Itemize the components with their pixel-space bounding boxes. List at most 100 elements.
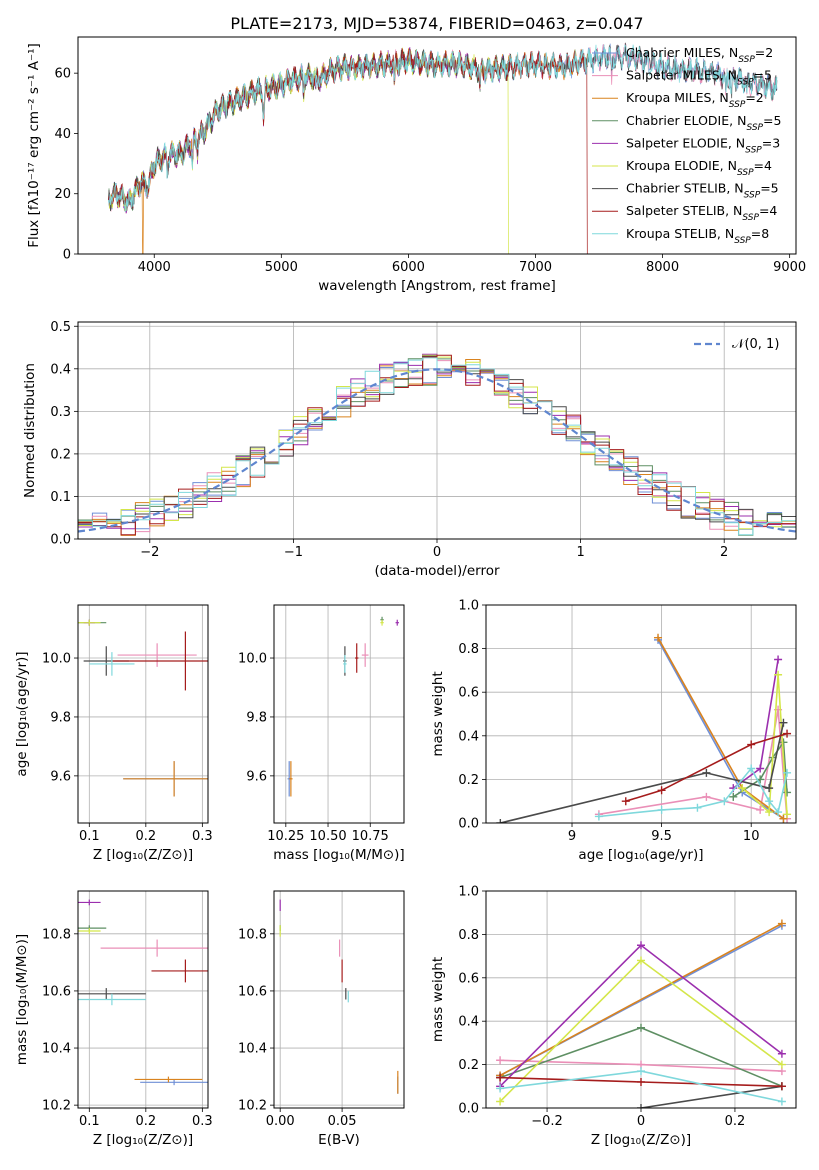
weight-marker [637, 1077, 645, 1086]
legend-entry: Salpeter ELODIE, NSSP=3 [626, 135, 780, 155]
errorbar-salpeter-stelib [151, 959, 208, 983]
weight-marker [777, 1060, 786, 1069]
x-tick-label: 9 [568, 829, 576, 844]
x-tick-label: 10.75 [352, 829, 389, 844]
y-axis-label: mass weight [430, 957, 446, 1042]
y-tick-label: 1.0 [458, 885, 479, 900]
weight-marker [729, 792, 738, 801]
weight-marker [693, 803, 702, 812]
x-tick-label: 0 [637, 1114, 645, 1129]
errorbar-kroupa-miles [123, 761, 208, 797]
panel-mass-vs-Z: 0.1 0.2 0.3 10.2 10.4 10.6 10.8 Z [log₁₀(Z/Z⊙)]… [14, 890, 213, 1148]
y-tick-label: 0.6 [458, 971, 479, 986]
weight-marker [621, 797, 630, 806]
y-tick-label: 0.4 [458, 729, 479, 744]
weight-marker [774, 655, 783, 664]
x-tick-label: 0.2 [135, 1114, 156, 1129]
y-tick-label: 0.2 [458, 1058, 479, 1073]
plot-area-age-vs-mass [287, 616, 399, 797]
axes-frame [77, 604, 209, 824]
weight-marker [637, 1104, 645, 1108]
y-axis-label: mass [log₁₀(M/M⊙)] [14, 934, 30, 1065]
x-axis-label: (data-model)/error [374, 563, 500, 579]
errorbar-salpeter-miles [100, 939, 208, 957]
y-tick-label: 10.8 [42, 927, 71, 942]
y-tick-label: 1.0 [458, 599, 479, 614]
y-tick-label: 9.8 [50, 710, 71, 725]
panel-weight-vs-age: 9 9.5 10 0.0 0.2 0.4 0.6 0.8 1.0 age [log₁₀(age/y… [430, 599, 797, 863]
histogram-step-salpeter-stelib [78, 354, 796, 536]
legend-entry: Kroupa ELODIE, NSSP=4 [626, 158, 772, 178]
weight-marker [496, 1084, 505, 1093]
x-tick-label: 0.2 [725, 1114, 746, 1129]
weight-marker [637, 1023, 645, 1032]
x-tick-label: 0.3 [192, 1114, 213, 1129]
errorbar-salpeter-elodie [78, 899, 101, 906]
weight-line-chabrier-stelib [640, 1085, 783, 1108]
y-tick-label: 60 [54, 67, 71, 82]
y-tick-label: 0.0 [50, 533, 71, 548]
errorbar-kroupa-stelib [89, 652, 135, 676]
weight-marker [765, 797, 774, 806]
y-tick-label: 9.6 [246, 769, 267, 784]
panel-age-vs-Z: 0.1 0.2 0.3 9.6 9.8 10.0 Z [log₁₀(Z/Z⊙)] age [l… [14, 604, 213, 863]
panel-age-vs-mass: 10.25 10.50 10.75 9.6 9.8 10.0 mass [log₁₀(M/M… [238, 604, 405, 863]
weight-line-salpeter-stelib [625, 732, 788, 802]
weight-marker [777, 1049, 786, 1058]
legend-entry: 𝒩(0, 1) [732, 337, 779, 352]
y-tick-label: 0.6 [458, 686, 479, 701]
weight-marker [747, 764, 756, 773]
errorbar-kroupa-elodie [78, 619, 101, 626]
weight-marker [783, 810, 792, 819]
weight-marker [654, 633, 663, 642]
x-tick-label: 10 [743, 829, 760, 844]
errorbar-kroupa-stelib [343, 655, 347, 673]
weight-marker [637, 1067, 645, 1076]
plot-area-residual-histogram [78, 353, 796, 536]
weight-marker [738, 784, 747, 793]
y-tick-label: 20 [54, 187, 71, 202]
axes-frame [77, 890, 209, 1109]
weight-line-kroupa-miles [499, 922, 783, 1077]
weight-marker [702, 768, 711, 777]
y-tick-label: 0.4 [50, 362, 71, 377]
spectrum-line-kroupa-stelib [108, 43, 778, 213]
axes-frame [273, 604, 405, 824]
legend-entry: Kroupa STELIB, NSSP=8 [626, 226, 769, 246]
weight-marker [702, 792, 711, 801]
x-tick-label: 4000 [138, 260, 171, 275]
y-tick-label: 0.8 [458, 642, 479, 657]
weight-marker [637, 941, 645, 950]
y-axis-label: age [log₁₀(age/yr)] [14, 651, 30, 776]
weight-marker [756, 805, 765, 814]
x-axis-label: wavelength [Angstrom, rest frame] [318, 278, 556, 294]
y-tick-label: 10.2 [42, 1099, 71, 1114]
errorbar-salpeter-stelib [355, 643, 359, 673]
x-tick-label: 7000 [519, 260, 552, 275]
weight-marker [747, 740, 756, 749]
x-axis-label: mass [log₁₀(M/M⊙)] [273, 847, 404, 863]
weight-marker [777, 1097, 786, 1106]
errorbar-salpeter-elodie [395, 619, 399, 626]
y-tick-label: 10.2 [238, 1099, 267, 1114]
weight-marker [777, 1082, 786, 1091]
x-tick-label: 0.00 [266, 1114, 295, 1129]
weight-marker [779, 738, 788, 747]
x-tick-label: 1 [576, 545, 584, 560]
y-tick-label: 9.6 [50, 769, 71, 784]
legend-entry: Chabrier ELODIE, NSSP=5 [626, 113, 781, 133]
weight-marker [720, 797, 729, 806]
plot-area-weight-vs-age [496, 633, 792, 823]
plot-area-age-vs-Z [78, 619, 208, 797]
x-tick-label: −0.2 [531, 1114, 563, 1129]
x-axis-label: age [log₁₀(age/yr)] [578, 847, 703, 863]
weight-marker [496, 1073, 505, 1082]
axes-frame [77, 321, 797, 540]
y-tick-label: 10.0 [42, 652, 71, 667]
errorbar-kroupa-stelib [78, 993, 146, 1006]
histogram-step-kroupa-stelib [78, 357, 796, 536]
weight-marker [783, 729, 792, 738]
x-tick-label: −1 [284, 545, 303, 560]
